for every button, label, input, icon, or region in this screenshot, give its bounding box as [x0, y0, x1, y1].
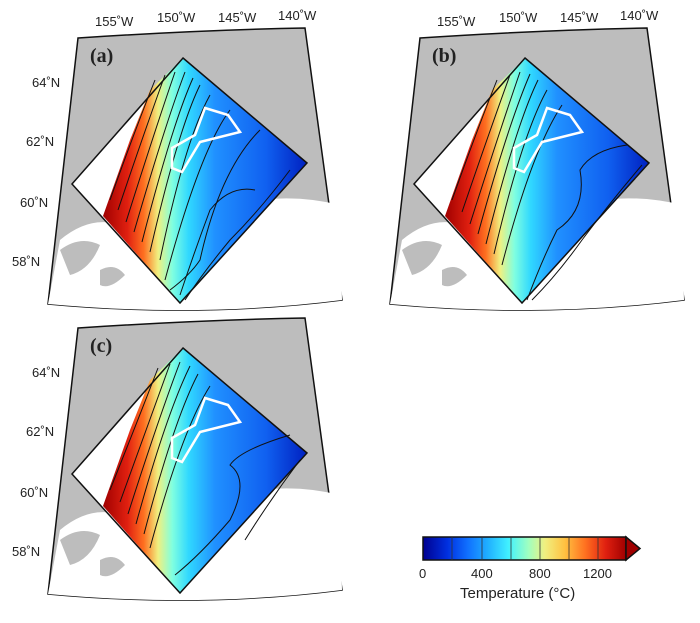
svg-text:400: 400: [471, 566, 493, 581]
svg-text:58˚N: 58˚N: [12, 254, 40, 269]
svg-text:800: 800: [529, 566, 551, 581]
svg-text:145˚W: 145˚W: [218, 10, 257, 25]
temperature-field: [70, 346, 309, 595]
temperature-field: [412, 56, 651, 305]
svg-text:1200: 1200: [583, 566, 612, 581]
svg-text:60˚N: 60˚N: [20, 485, 48, 500]
map-panel-a: (a) 155˚W 150˚W 145˚W 140˚W 64˚N 62˚N 60…: [0, 0, 350, 320]
svg-text:145˚W: 145˚W: [560, 10, 599, 25]
temperature-field: [70, 56, 309, 305]
svg-text:150˚W: 150˚W: [499, 10, 538, 25]
svg-text:64˚N: 64˚N: [32, 365, 60, 380]
svg-text:140˚W: 140˚W: [278, 8, 317, 23]
svg-text:62˚N: 62˚N: [26, 424, 54, 439]
svg-text:150˚W: 150˚W: [157, 10, 196, 25]
svg-text:58˚N: 58˚N: [12, 544, 40, 559]
panel-label: (a): [90, 45, 113, 67]
svg-text:62˚N: 62˚N: [26, 134, 54, 149]
colorbar: 0 400 800 1200 Temperature (°C): [410, 525, 660, 615]
colorbar-extend-arrow: [625, 535, 642, 562]
map-panel-c: (c) 64˚N 62˚N 60˚N 58˚N: [0, 290, 350, 610]
svg-text:60˚N: 60˚N: [20, 195, 48, 210]
svg-text:155˚W: 155˚W: [95, 14, 134, 29]
colorbar-title: Temperature (°C): [460, 585, 575, 602]
map-panel-b: (b) 155˚W 150˚W 145˚W 140˚W: [342, 0, 692, 320]
panel-label: (c): [90, 335, 112, 357]
svg-text:0: 0: [419, 566, 426, 581]
panel-label: (b): [432, 45, 456, 67]
highlight-polygon: [170, 106, 243, 174]
svg-text:155˚W: 155˚W: [437, 14, 476, 29]
svg-text:140˚W: 140˚W: [620, 8, 659, 23]
svg-text:64˚N: 64˚N: [32, 75, 60, 90]
highlight-polygon: [170, 396, 243, 464]
highlight-polygon: [512, 106, 585, 174]
